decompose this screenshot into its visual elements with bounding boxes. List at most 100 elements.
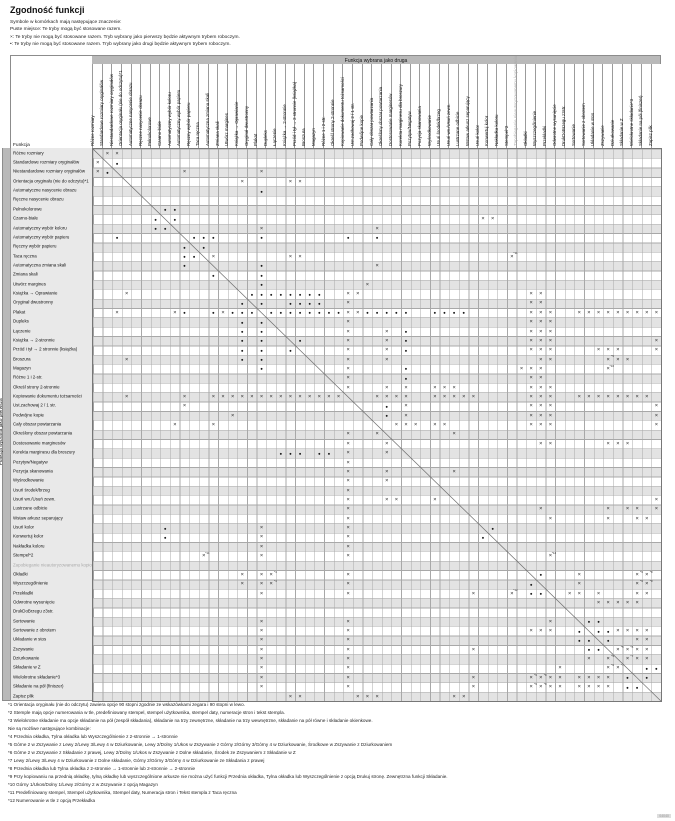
column-header: Oryginał dwustronny — [244, 64, 257, 148]
column-header: Składanie w Z — [619, 64, 633, 148]
column-header-label: Okładki — [522, 131, 528, 146]
column-header-label: Orientacja oryginału (nie do odczytu)*1 — [118, 70, 124, 146]
footnote-ref: *4 — [274, 569, 277, 574]
matrix-cell-mark: × — [606, 684, 610, 691]
column-header-label: Nakładka koloru — [493, 114, 499, 146]
column-header: Broszura — [301, 64, 315, 148]
matrix-cell-mark: × — [596, 674, 601, 681]
matrix-cell-mark: ● — [231, 310, 234, 316]
matrix-cell-mark: × — [577, 309, 581, 316]
column-header: Nakładka koloru — [493, 64, 508, 148]
matrix-cell-mark: × — [240, 178, 244, 185]
matrix-cell-mark: × — [346, 674, 350, 681]
matrix-cell-mark: × — [385, 347, 389, 354]
footnote-ref: *9 — [649, 579, 653, 584]
column-header: Łączenie — [272, 64, 286, 148]
row-header-label: Różne 1 i 2-str. — [13, 374, 43, 380]
matrix-cell-mark: × — [259, 618, 264, 625]
column-header: Kopiowanie dokumentu tożsamości — [340, 64, 353, 148]
footnote-ref: *11 — [205, 550, 210, 555]
matrix-cell-mark: × — [356, 291, 360, 298]
matrix-cell-mark: ● — [192, 235, 196, 241]
matrix-cell-mark: ● — [529, 591, 533, 597]
column-header: Książka → 2-stronnie — [282, 64, 296, 148]
column-header: Utwórz margines — [224, 64, 238, 148]
row-header-label: Cały obszar powtarzania — [13, 421, 62, 427]
column-header-label: Utwórz margines — [224, 113, 230, 146]
matrix-cell-mark: × — [596, 599, 601, 606]
column-header: Odwrotne wysunięcie — [552, 64, 565, 148]
column-header-label: Dziurkowanie — [609, 119, 615, 146]
column-header-label: Ręczne nasycenie obrazu — [137, 95, 143, 146]
row-header-label: Czarno-białe — [13, 215, 38, 221]
footnote-line: *8 Przednia okładka lub Tylna okładka z … — [8, 766, 196, 771]
matrix-cell-mark: × *9 — [645, 579, 653, 588]
matrix-cell-mark: × *11 — [510, 251, 518, 260]
column-header-label: Wielokrotne składanie*3 — [628, 98, 634, 146]
matrix-cell-mark: × — [259, 628, 264, 635]
matrix-cell-mark: ● — [202, 244, 206, 250]
column-header-label: Pozycja skanowania — [416, 106, 422, 146]
matrix-cell-mark: × — [288, 253, 293, 260]
footnote-line: *10 Górny 1/Ukos/Dolny 1/Lewy 2/Górny 2 … — [8, 782, 158, 787]
matrix-cell-mark: ● — [317, 450, 321, 456]
matrix-cell-mark: × — [587, 674, 591, 681]
matrix-cell-mark: ● — [163, 534, 167, 540]
matrix-cell-mark: ● — [289, 300, 292, 306]
legend-line: Symbole w komórkach mają następujące zna… — [10, 20, 122, 25]
column-header-label: Broszura — [301, 128, 307, 146]
matrix-cell-mark: × — [529, 337, 533, 344]
matrix-cell-mark: × — [529, 384, 533, 391]
matrix-cell-mark: ● — [250, 310, 254, 316]
matrix-cell-mark: × — [529, 403, 533, 410]
column-header: Czarno-białe — [157, 64, 171, 148]
column-header: Zszywanie — [600, 64, 613, 148]
matrix-cell-mark: ● — [587, 619, 591, 625]
matrix-cell-mark: × — [375, 693, 379, 700]
matrix-cell-mark: ● — [462, 310, 466, 316]
matrix-cell-mark: ● — [240, 329, 244, 334]
column-header-label: Niestandardowe rozmiary oryginałów — [108, 74, 114, 146]
matrix-cell-mark: × — [654, 506, 658, 513]
matrix-cell-mark: ● — [655, 665, 658, 671]
matrix-cell-mark: ● — [317, 291, 321, 297]
matrix-cell-mark: × — [385, 468, 389, 475]
footnote-line: *6 Górne 2 w Zszywanie z Składanie z pra… — [8, 750, 296, 755]
column-header: Cały obszar powtarzania — [369, 64, 382, 148]
matrix-cell-mark: × — [577, 590, 581, 597]
row-header-label: Standardowe rozmiary oryginałów — [13, 159, 80, 165]
matrix-cell-mark: × — [125, 394, 129, 401]
matrix-cell-mark: × — [442, 394, 447, 401]
matrix-cell-mark: × — [259, 553, 264, 560]
column-header-label: Taca ręczna — [195, 122, 201, 146]
matrix-cell-mark: ● — [635, 684, 639, 690]
matrix-cell-mark: × — [346, 590, 350, 597]
matrix-cell-mark: × — [635, 646, 639, 653]
matrix-cell-mark: × — [298, 178, 302, 185]
matrix-cell-mark: × — [635, 506, 639, 513]
matrix-cell-mark: × — [346, 375, 350, 382]
column-header: Podwójne kopie — [359, 64, 373, 148]
matrix-cell-mark: × — [346, 337, 350, 344]
matrix-cell-mark: × — [346, 515, 350, 522]
matrix-cell-mark: × — [433, 496, 437, 503]
matrix-cell-mark: ● — [260, 188, 263, 194]
matrix-cell-mark: × — [625, 628, 630, 635]
footnote-line: *7 Lewy 2/Lewy 3/Lewy 4 w Dziurkowanie z… — [8, 758, 265, 763]
footnote-ref: *12 — [513, 588, 518, 593]
matrix-cell-mark: × — [616, 599, 620, 606]
column-header: Okładki — [522, 64, 536, 148]
matrix-cell-mark: × — [462, 693, 466, 700]
matrix-cell-mark: × — [346, 506, 350, 513]
column-header-label: Wstaw arkusz separujący — [465, 96, 471, 146]
matrix-cell-mark: × — [346, 384, 350, 391]
column-header-label: Wyśrodkowanie — [426, 115, 432, 146]
column-header: Konwertuj kolor — [484, 64, 498, 148]
matrix-cell-mark: × — [404, 412, 408, 419]
matrix-cell-mark: ● — [212, 310, 215, 316]
matrix-cell-mark: × — [539, 628, 543, 635]
matrix-cell-mark: ● — [395, 310, 398, 316]
matrix-cell-mark: × — [125, 356, 129, 363]
matrix-cell-mark: × — [182, 169, 187, 176]
matrix-cell-mark: × — [587, 656, 591, 663]
